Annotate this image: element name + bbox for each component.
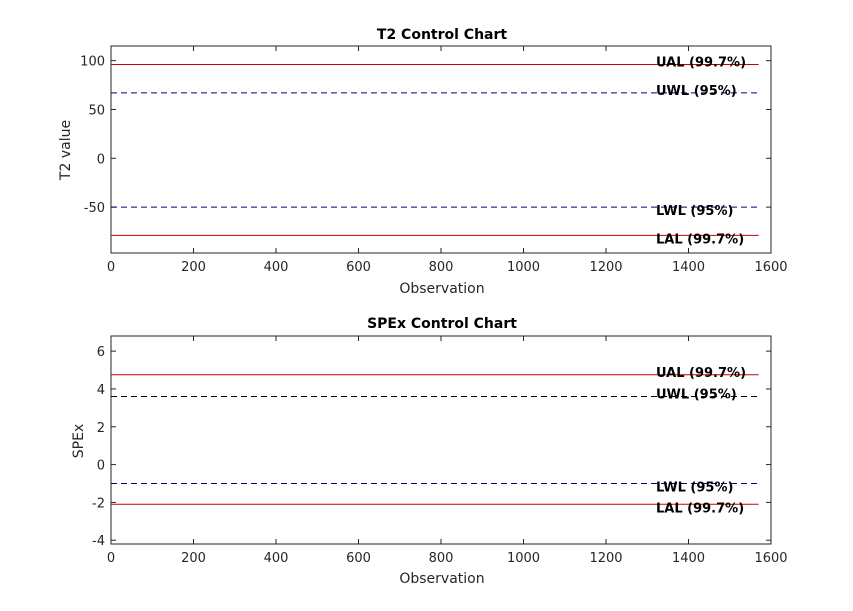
x-tick-label: 1400: [672, 260, 705, 275]
y-tick-label: 0: [97, 459, 105, 474]
limit-line-label: LWL (95%): [656, 204, 733, 219]
x-tick-label: 1200: [589, 551, 622, 566]
x-axis-label: Observation: [399, 571, 484, 587]
limit-line-label: LWL (95%): [656, 480, 733, 495]
y-tick-label: 2: [97, 421, 105, 436]
x-tick-label: 400: [264, 260, 289, 275]
x-tick-label: 1000: [507, 551, 540, 566]
x-tick-label: 200: [181, 551, 206, 566]
x-tick-label: 800: [429, 260, 454, 275]
x-tick-label: 0: [107, 551, 115, 566]
limit-line-label: UAL (99.7%): [656, 56, 746, 71]
x-tick-label: 200: [181, 260, 206, 275]
limit-line-label: UWL (95%): [656, 84, 737, 99]
y-tick-label: 0: [97, 152, 105, 167]
y-tick-label: 4: [97, 383, 105, 398]
chart-title: T2 Control Chart: [377, 27, 508, 43]
y-axis-label: T2 value: [58, 120, 74, 181]
limit-line-label: LAL (99.7%): [656, 232, 744, 247]
limit-line-label: LAL (99.7%): [656, 501, 744, 516]
limit-line-label: UAL (99.7%): [656, 366, 746, 381]
y-tick-label: 100: [80, 55, 105, 70]
y-axis-label: SPEx: [71, 424, 87, 458]
x-tick-label: 1400: [672, 551, 705, 566]
spex-control-chart: SPEx Control Chart Observation SPEx 0 200…: [71, 316, 788, 587]
x-tick-label: 1000: [507, 260, 540, 275]
y-tick-label: 50: [88, 103, 105, 118]
x-tick-label: 600: [346, 260, 371, 275]
x-tick-label: 600: [346, 551, 371, 566]
x-axis-label: Observation: [399, 281, 484, 297]
x-tick-label: 400: [264, 551, 289, 566]
y-tick-label: -50: [84, 201, 105, 216]
limit-line-label: UWL (95%): [656, 388, 737, 403]
chart-title: SPEx Control Chart: [367, 316, 517, 332]
y-tick-label: -4: [92, 534, 105, 549]
x-tick-label: 800: [429, 551, 454, 566]
y-tick-label: 6: [97, 345, 105, 360]
x-tick-label: 1600: [754, 551, 787, 566]
x-tick-label: 0: [107, 260, 115, 275]
x-tick-label: 1600: [754, 260, 787, 275]
x-tick-label: 1200: [589, 260, 622, 275]
y-tick-label: -2: [92, 496, 105, 511]
t2-control-chart: T2 Control Chart Observation T2 value 0 2…: [58, 27, 788, 297]
